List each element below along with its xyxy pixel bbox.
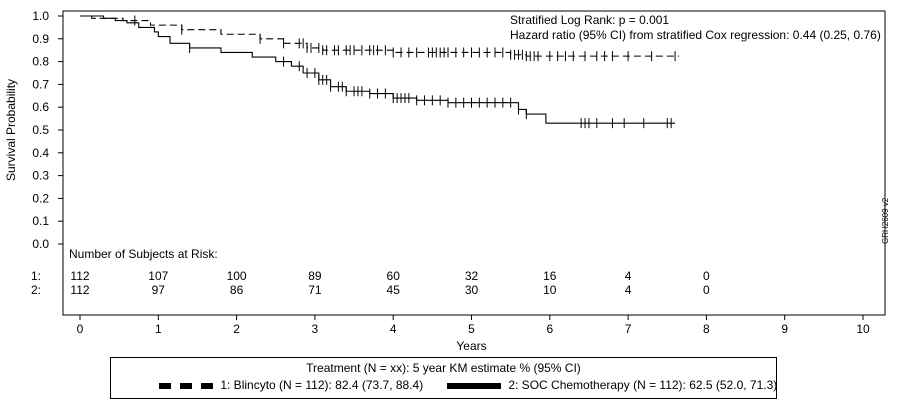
risk-count: 71 — [308, 283, 322, 297]
y-tick-label: 0.5 — [32, 123, 49, 137]
risk-table-title: Number of Subjects at Risk: — [69, 247, 218, 261]
x-tick-label: 3 — [312, 322, 319, 336]
risk-count: 60 — [387, 269, 401, 283]
risk-count: 0 — [703, 283, 710, 297]
legend-item-blincyto: 1: Blincyto (N = 112): 82.4 (73.7, 88.4) — [159, 378, 423, 392]
legend-label-blincyto: 1: Blincyto (N = 112): 82.4 (73.7, 88.4) — [220, 378, 424, 392]
x-tick-label: 10 — [856, 322, 870, 336]
legend-item-soc: 2: SOC Chemotherapy (N = 112): 62.5 (52.… — [447, 378, 777, 392]
y-tick-label: 0.3 — [32, 169, 49, 183]
legend-title: Treatment (N = xx): 5 year KM estimate %… — [306, 361, 581, 375]
x-tick-label: 2 — [233, 322, 240, 336]
solid-line-swatch — [447, 382, 501, 389]
risk-count: 107 — [148, 269, 168, 283]
blincyto-survival-curve — [80, 15, 679, 57]
risk-count: 112 — [70, 283, 89, 297]
y-tick-label: 0.9 — [32, 32, 49, 46]
risk-count: 97 — [152, 283, 166, 297]
risk-count: 100 — [227, 269, 247, 283]
x-tick-label: 9 — [781, 322, 788, 336]
x-axis-label: Years — [456, 339, 486, 353]
hazard-ratio-annotation: Hazard ratio (95% CI) from stratified Co… — [510, 28, 881, 42]
risk-row-label: 2: — [31, 283, 41, 297]
dashed-line-swatch — [159, 382, 213, 389]
x-tick-label: 0 — [77, 322, 84, 336]
y-tick-label: 0.2 — [32, 191, 49, 205]
legend: Treatment (N = xx): 5 year KM estimate %… — [110, 357, 777, 399]
risk-count: 0 — [703, 269, 710, 283]
x-tick-label: 1 — [155, 322, 162, 336]
risk-count: 112 — [70, 269, 89, 283]
risk-count: 4 — [625, 269, 632, 283]
y-tick-label: 0.8 — [32, 55, 49, 69]
risk-count: 45 — [387, 283, 401, 297]
risk-row-label: 1: — [31, 269, 41, 283]
x-tick-label: 4 — [390, 322, 397, 336]
y-tick-label: 1.0 — [32, 9, 49, 23]
x-tick-label: 7 — [625, 322, 632, 336]
risk-count: 30 — [465, 283, 479, 297]
x-tick-label: 5 — [468, 322, 475, 336]
y-tick-label: 0.4 — [32, 146, 49, 160]
y-axis-label: Survival Probability — [4, 79, 18, 181]
risk-count: 89 — [308, 269, 322, 283]
log-rank-annotation: Stratified Log Rank: p = 0.001 — [510, 13, 669, 27]
risk-count: 10 — [543, 283, 557, 297]
risk-count: 32 — [465, 269, 479, 283]
plot-frame — [62, 10, 886, 316]
risk-count: 16 — [543, 269, 557, 283]
y-tick-label: 0.1 — [32, 214, 49, 228]
document-id-label: GRH2609 v2 — [881, 197, 890, 244]
legend-label-soc: 2: SOC Chemotherapy (N = 112): 62.5 (52.… — [508, 378, 778, 392]
x-tick-label: 8 — [703, 322, 710, 336]
x-tick-label: 6 — [546, 322, 553, 336]
risk-count: 4 — [625, 283, 632, 297]
y-tick-label: 0.6 — [32, 100, 49, 114]
risk-count: 86 — [230, 283, 244, 297]
y-tick-label: 0.7 — [32, 77, 49, 91]
y-tick-label: 0.0 — [32, 237, 49, 251]
